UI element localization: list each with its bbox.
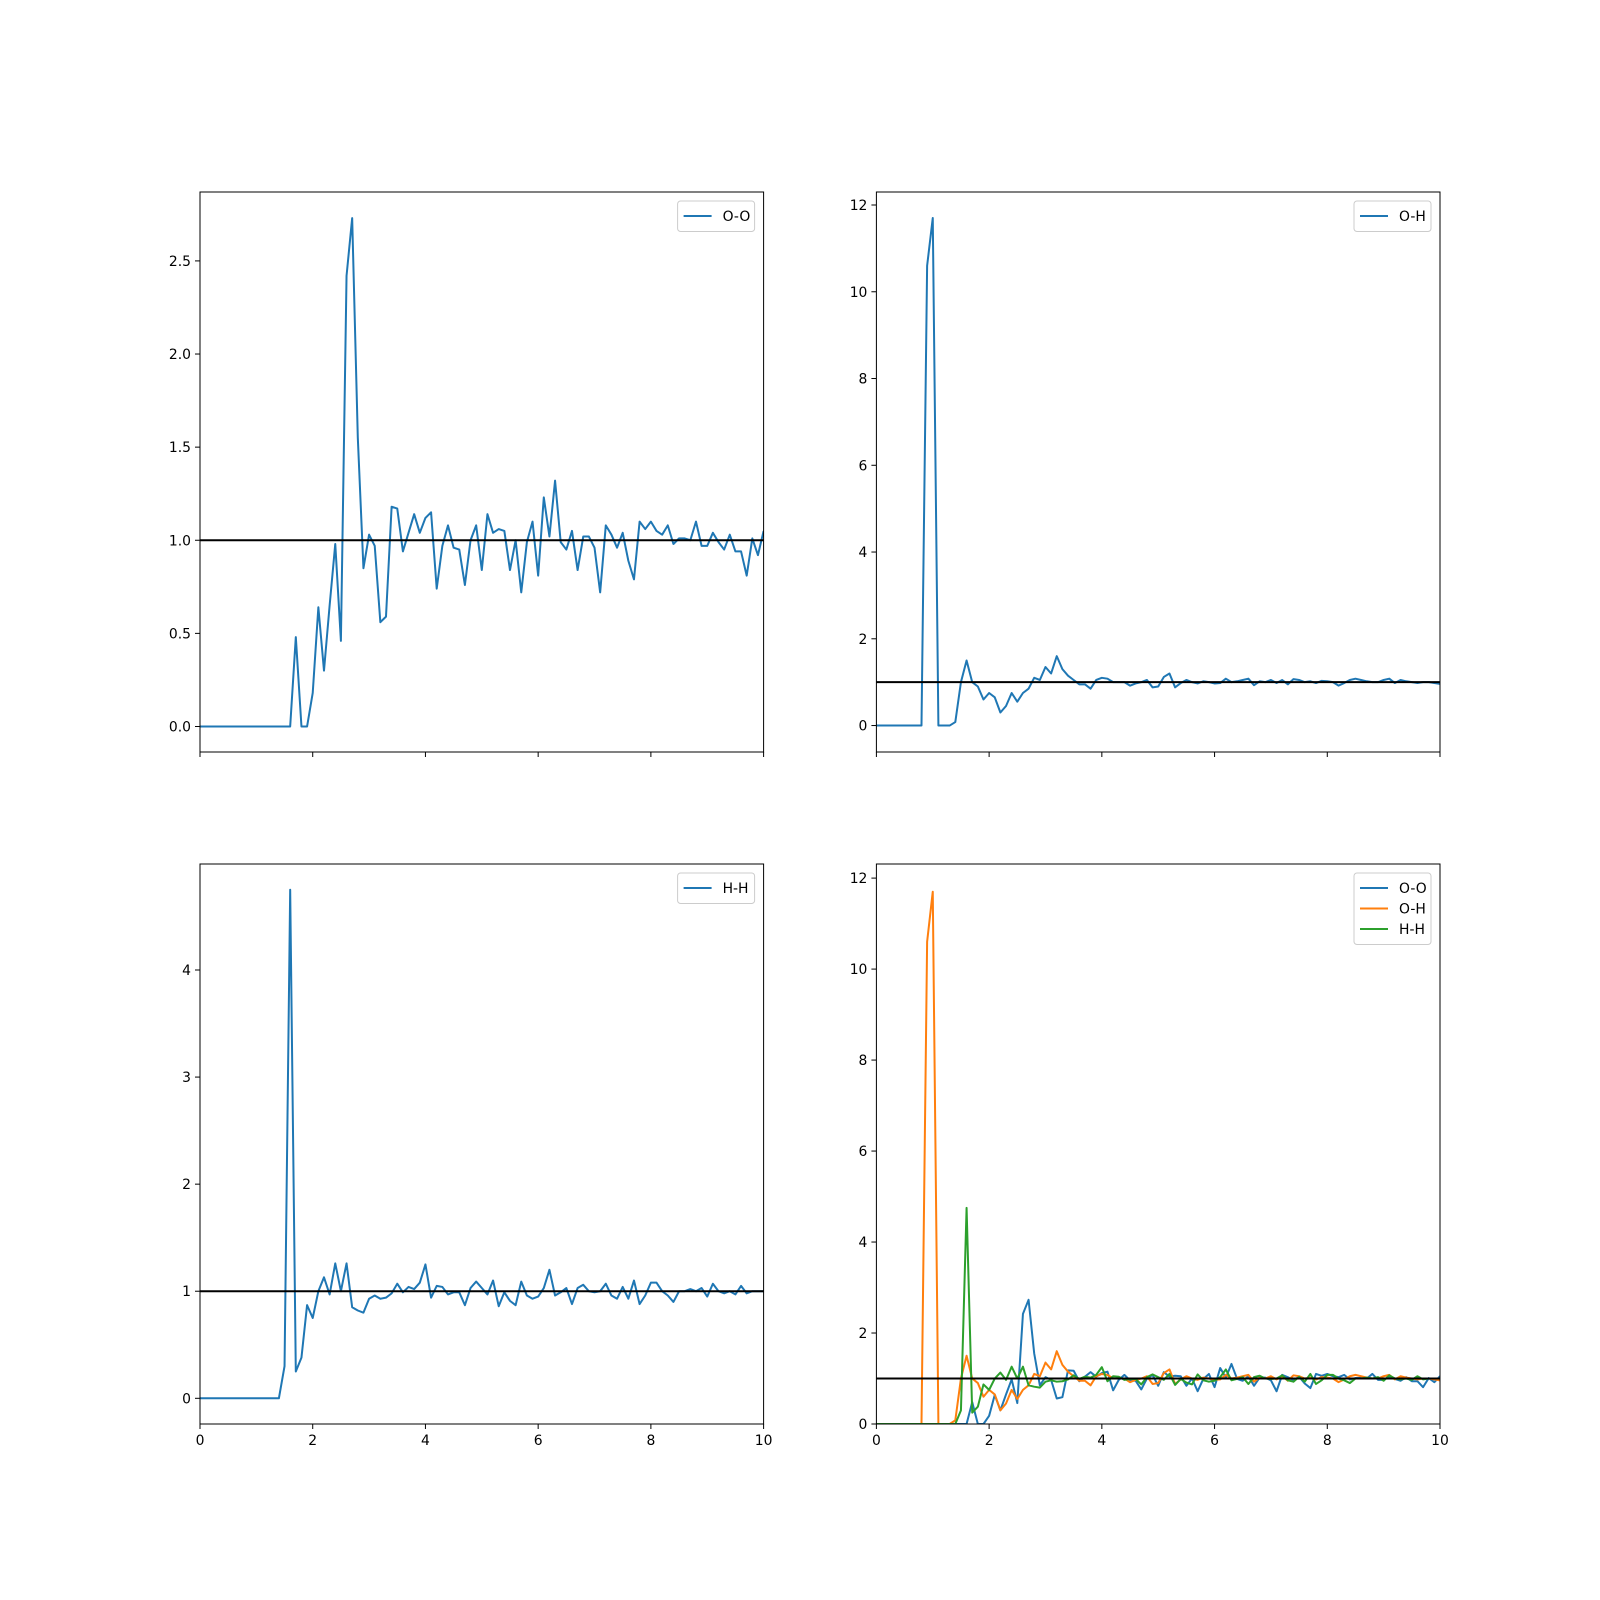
subplot: 0 2 4 6 8 10 12 O-H xyxy=(850,191,1441,757)
y-tick-label: 12 xyxy=(850,198,868,214)
y-tick-label: 0 xyxy=(859,719,868,735)
y-tick-label: 3 xyxy=(182,1070,191,1086)
y-tick-label: 1.5 xyxy=(169,440,191,456)
y-tick-label: 0.5 xyxy=(169,626,191,642)
y-tick-label: 0 xyxy=(182,1391,191,1407)
legend-box xyxy=(1353,872,1432,945)
legend-box xyxy=(677,200,756,232)
y-tick-label: 6 xyxy=(859,458,868,474)
x-tick-label: 10 xyxy=(755,1433,773,1449)
legend-label: O-O xyxy=(1399,881,1427,897)
legend-label: O-O xyxy=(723,209,751,225)
legend-label: O-H xyxy=(1399,902,1426,918)
legend-label: H-H xyxy=(1399,922,1425,938)
y-tick-label: 4 xyxy=(182,963,191,979)
subplot: 0 2 4 6 8 10 0 2 4 6 8 10 12 O-O O-H H-H xyxy=(850,863,1449,1449)
x-tick-label: 10 xyxy=(1431,1433,1449,1449)
x-tick-label: 6 xyxy=(534,1433,543,1449)
y-tick-label: 8 xyxy=(859,1053,868,1069)
y-tick-label: 2 xyxy=(182,1177,191,1193)
y-tick-label: 2 xyxy=(859,1326,868,1342)
series-line xyxy=(876,1206,1440,1424)
x-tick-label: 6 xyxy=(1210,1433,1219,1449)
y-tick-label: 0 xyxy=(859,1417,868,1433)
y-tick-label: 8 xyxy=(859,372,868,388)
y-tick-label: 12 xyxy=(850,871,868,887)
y-tick-label: 1 xyxy=(182,1284,191,1300)
subplot: 0.0 0.5 1.0 1.5 2.0 2.5 O-O xyxy=(169,191,765,757)
series-line xyxy=(876,1298,1440,1424)
legend-label: H-H xyxy=(723,881,749,897)
x-tick-label: 2 xyxy=(308,1433,317,1449)
x-tick-label: 4 xyxy=(421,1433,430,1449)
legend-box xyxy=(1353,200,1432,232)
x-tick-label: 4 xyxy=(1097,1433,1106,1449)
series-line xyxy=(200,888,764,1400)
y-tick-label: 6 xyxy=(859,1144,868,1160)
x-tick-label: 0 xyxy=(196,1433,205,1449)
y-tick-label: 0.0 xyxy=(169,719,191,735)
y-tick-label: 1.0 xyxy=(169,533,191,549)
y-tick-label: 4 xyxy=(859,545,868,561)
x-tick-label: 8 xyxy=(646,1433,655,1449)
axes-frame xyxy=(199,191,765,753)
series-line xyxy=(876,890,1440,1424)
y-tick-label: 2 xyxy=(859,632,868,648)
y-tick-label: 2.0 xyxy=(169,347,191,363)
y-tick-label: 2.5 xyxy=(169,254,191,270)
axes-frame xyxy=(875,863,1441,1425)
legend-box xyxy=(677,872,756,904)
x-tick-label: 8 xyxy=(1323,1433,1332,1449)
series-line xyxy=(200,217,764,728)
series-line xyxy=(876,217,1440,727)
y-tick-label: 10 xyxy=(850,962,868,978)
axes-frame xyxy=(199,863,765,1425)
x-tick-label: 2 xyxy=(985,1433,994,1449)
x-tick-label: 0 xyxy=(872,1433,881,1449)
legend-label: O-H xyxy=(1399,209,1426,225)
y-tick-label: 4 xyxy=(859,1235,868,1251)
axes-frame xyxy=(875,191,1441,753)
subplot: 0 2 4 6 8 10 0 1 2 3 4 H-H xyxy=(182,863,773,1449)
y-tick-label: 10 xyxy=(850,285,868,301)
